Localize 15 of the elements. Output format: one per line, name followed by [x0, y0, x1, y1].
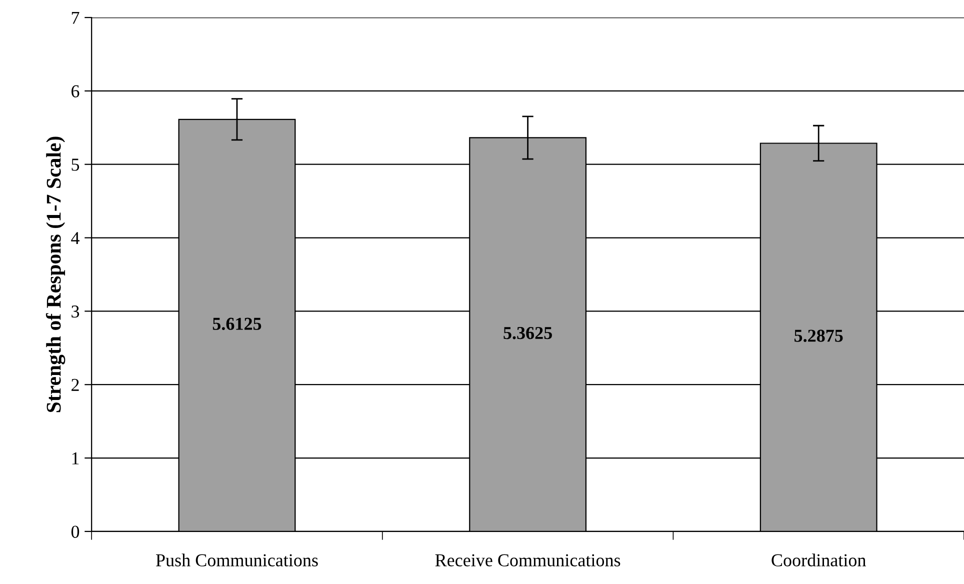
y-tick-label: 1 [72, 452, 79, 464]
y-tick-label: 6 [72, 85, 80, 98]
y-tick-label: 4 [71, 232, 80, 244]
y-tick-label: 3 [72, 305, 80, 318]
x-tick-label: Receive Communications [435, 554, 620, 566]
data-label: 5.3625 [504, 326, 552, 340]
y-tick-label: 5 [72, 158, 80, 171]
data-label: 5.6125 [212, 318, 262, 330]
y-tick-label: 2 [72, 378, 79, 391]
data-label: 5.2875 [794, 330, 843, 342]
y-axis-title: Strength of Respons (1-7 Scale) [46, 136, 66, 412]
y-tick-label: 0 [71, 526, 80, 538]
x-tick-label: Coordination [772, 554, 866, 566]
y-tick-label: 7 [72, 12, 80, 24]
x-tick-label: Push Communications [156, 554, 318, 566]
